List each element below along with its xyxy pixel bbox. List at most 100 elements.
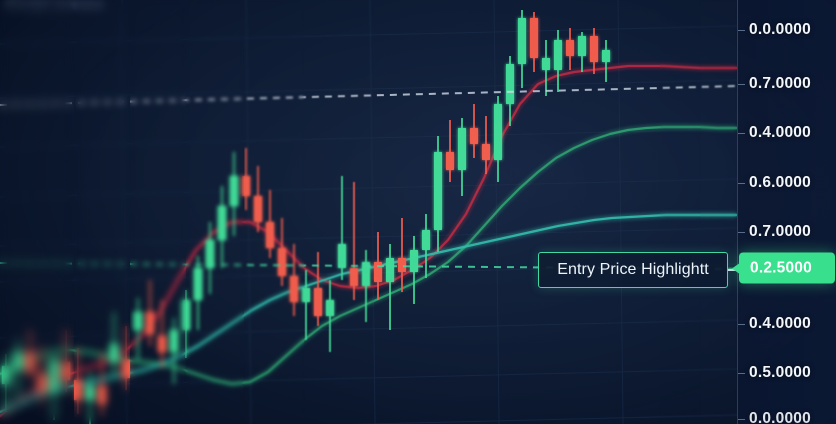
candle — [590, 28, 598, 74]
candle — [2, 354, 10, 412]
candle — [110, 312, 118, 376]
candle-body — [146, 312, 154, 334]
candle-body — [446, 152, 454, 170]
candle-body — [470, 128, 478, 144]
candle-body — [590, 36, 598, 62]
ma-line — [0, 213, 737, 414]
candle — [86, 372, 94, 424]
candle-body — [314, 288, 322, 316]
axis-label: 0.7.0000 — [749, 75, 811, 92]
axis-label: 0.5.0000 — [749, 364, 811, 381]
candle — [62, 330, 70, 392]
candle-body — [122, 360, 130, 378]
candle-body — [194, 268, 202, 300]
price-pill-arrow — [732, 263, 739, 273]
candle — [482, 116, 490, 174]
candle-body — [14, 352, 22, 370]
axis-tick — [738, 419, 745, 420]
candle-body — [2, 366, 10, 384]
candle-body — [62, 362, 70, 380]
candle — [314, 252, 322, 326]
candle-body — [458, 128, 466, 170]
candle-body — [530, 18, 538, 58]
candle-body — [506, 64, 514, 104]
candle — [410, 236, 418, 304]
candle — [422, 214, 430, 278]
candlestick-chart — [0, 0, 737, 424]
ma-line — [0, 64, 737, 418]
candle-body — [182, 300, 190, 330]
axis-label: 0.0.0000 — [749, 21, 811, 38]
axis-tick — [738, 373, 745, 374]
candle-body — [494, 104, 502, 160]
axis-tick — [738, 232, 745, 233]
candles — [2, 10, 610, 424]
candle-body — [242, 176, 250, 196]
candle-body — [326, 300, 334, 316]
candle-body — [434, 152, 442, 230]
candle — [122, 326, 130, 390]
candle-body — [374, 262, 382, 282]
candle-body — [38, 374, 46, 392]
candle — [254, 166, 262, 232]
candle-body — [134, 312, 142, 330]
candle-body — [278, 248, 286, 276]
candle-body — [398, 258, 406, 272]
grid-line-h — [348, 414, 737, 424]
axis-label: 0.4.0000 — [749, 315, 811, 332]
grid-line-v — [245, 0, 252, 424]
candle-body — [350, 268, 358, 286]
candle-body — [266, 222, 274, 248]
axis-tick — [738, 30, 745, 31]
axis-tick — [738, 133, 745, 134]
candle — [182, 290, 190, 358]
axis-tick — [738, 183, 745, 184]
candle-wick — [125, 326, 127, 390]
candle-body — [86, 386, 94, 400]
candle — [446, 120, 454, 182]
candle — [302, 270, 310, 340]
candle — [566, 28, 574, 70]
candle-wick — [161, 300, 163, 368]
candle-body — [518, 18, 526, 64]
current-price-pill[interactable]: 0.2.5000 — [732, 252, 835, 284]
candle-body — [218, 206, 226, 240]
candle — [434, 136, 442, 252]
candle-body — [74, 380, 82, 400]
candle — [602, 40, 610, 82]
candle — [386, 244, 394, 330]
price-axis[interactable]: 0.0.0000 0.7.0000 0.4.0000 0.6.0000 0.7.0000… — [732, 0, 836, 424]
candle — [50, 352, 58, 420]
grid-line-v — [617, 0, 624, 424]
candle-body — [170, 330, 178, 352]
candle — [578, 32, 586, 72]
entry-price-callout[interactable]: Entry Price Highlightt — [538, 252, 728, 288]
candle-body — [158, 336, 166, 352]
candle-wick — [401, 218, 403, 292]
grid-line-h — [0, 25, 737, 45]
candle — [170, 318, 178, 384]
candle-body — [26, 352, 34, 372]
candle-body — [110, 344, 118, 362]
candle-body — [482, 144, 490, 160]
candle — [134, 298, 142, 360]
candle — [470, 104, 478, 158]
grid-line-h — [0, 128, 737, 148]
candle-body — [230, 176, 238, 206]
candle — [530, 12, 538, 72]
candle — [518, 10, 526, 88]
candle-body — [410, 250, 418, 272]
axis-tick — [738, 84, 745, 85]
candle-wick — [305, 270, 307, 340]
candle — [326, 280, 334, 352]
axis-label: 0.7.0000 — [749, 223, 811, 240]
candle — [194, 256, 202, 330]
candle — [14, 340, 22, 398]
axis-label: 0.4.0000 — [749, 124, 811, 141]
grid-line-h — [0, 178, 737, 198]
candle-wick — [101, 352, 103, 416]
entry-price-callout-label: Entry Price Highlightt — [557, 261, 709, 278]
candle — [542, 40, 550, 96]
chart-plot-area[interactable] — [0, 0, 737, 424]
